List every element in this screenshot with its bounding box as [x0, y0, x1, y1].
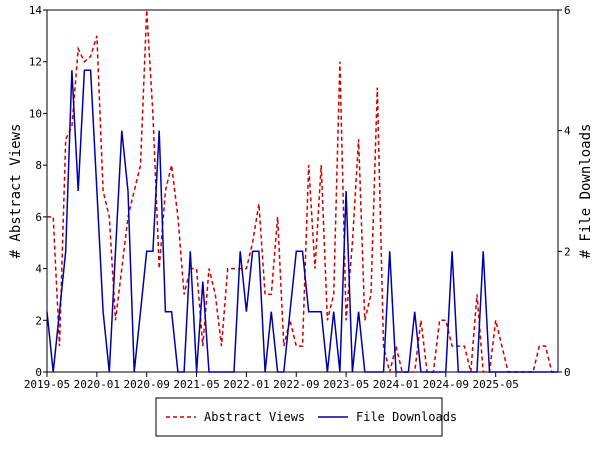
y-left-tick-label: 0	[35, 366, 42, 379]
y-right-tick-label: 0	[564, 366, 571, 379]
plot-area	[46, 9, 559, 373]
x-tick-label: 2019-05	[24, 378, 70, 391]
y-right-tick-label: 2	[564, 245, 571, 258]
y-left-tick-label: 12	[29, 56, 42, 69]
y-left-tick-label: 8	[35, 159, 42, 172]
legend-box	[155, 397, 443, 437]
x-tick-label: 2023-05	[323, 378, 369, 391]
y-left-tick-label: 4	[35, 263, 42, 276]
x-tick-label: 2022-01	[223, 378, 269, 391]
y-axis-right-title: # File Downloads	[578, 124, 594, 259]
y-left-tick-label: 10	[29, 107, 42, 120]
x-tick-label: 2024-09	[423, 378, 469, 391]
x-tick-label: 2021-05	[173, 378, 219, 391]
y-left-tick-label: 6	[35, 211, 42, 224]
y-left-tick-label: 2	[35, 314, 42, 327]
y-axis-right: 0 2 4 6	[558, 4, 571, 379]
y-axis-left-title: # Abstract Views	[8, 124, 24, 259]
x-tick-label: 2025-05	[473, 378, 519, 391]
legend-label-abstract-views: Abstract Views	[204, 410, 305, 424]
y-axis-left: 0 2 4 6 8 10 12 14	[29, 4, 47, 379]
x-tick-label: 2024-01	[373, 378, 419, 391]
series-line-file-downloads	[46, 69, 558, 373]
x-axis: 2019-05 2020-01 2020-09 2021-05 2022-01 2022-…	[24, 372, 519, 391]
x-tick-label: 2020-01	[74, 378, 120, 391]
y-left-tick-label: 14	[29, 4, 43, 17]
series-line-abstract-views	[47, 9, 558, 373]
y-right-tick-label: 4	[564, 125, 571, 138]
y-right-tick-label: 6	[564, 4, 571, 17]
x-tick-label: 2020-09	[124, 378, 170, 391]
legend-label-file-downloads: File Downloads	[356, 410, 457, 424]
x-tick-label: 2022-09	[273, 378, 319, 391]
legend: Abstract Views File Downloads	[155, 397, 457, 437]
